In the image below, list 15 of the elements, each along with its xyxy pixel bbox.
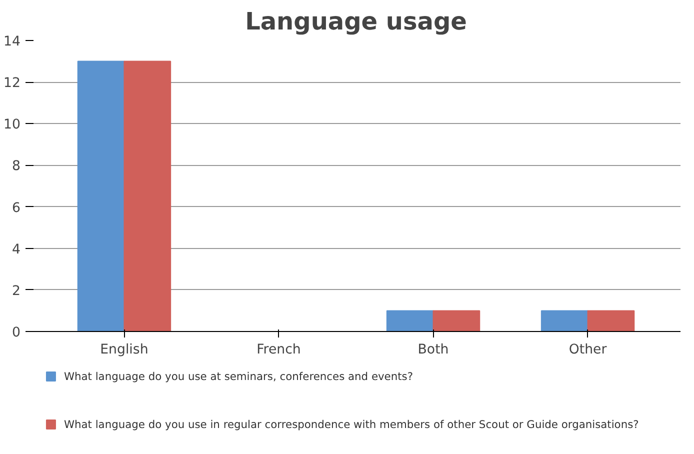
x-tick-label: Both [418,342,449,358]
chart-title: Language usage [245,8,467,36]
y-tick-label: 4 [12,242,21,258]
y-tick-label: 10 [4,118,21,133]
legend-label: What language do you use at seminars, conferences and events? [64,370,414,383]
y-tick-label: 6 [12,200,21,216]
x-tick-label: English [100,342,148,358]
x-tick-label: French [256,342,301,358]
y-tick-label: 0 [12,326,21,340]
legend-label: What language do you use in regular correspondence with members of other Scout or Guide organisations? [64,418,639,431]
y-tick-label: 14 [4,34,21,50]
x-tick-label: Other [568,342,608,358]
y-tick-label: 2 [12,284,21,299]
y-tick-label: 12 [4,76,21,92]
y-tick-label: 8 [12,159,21,174]
